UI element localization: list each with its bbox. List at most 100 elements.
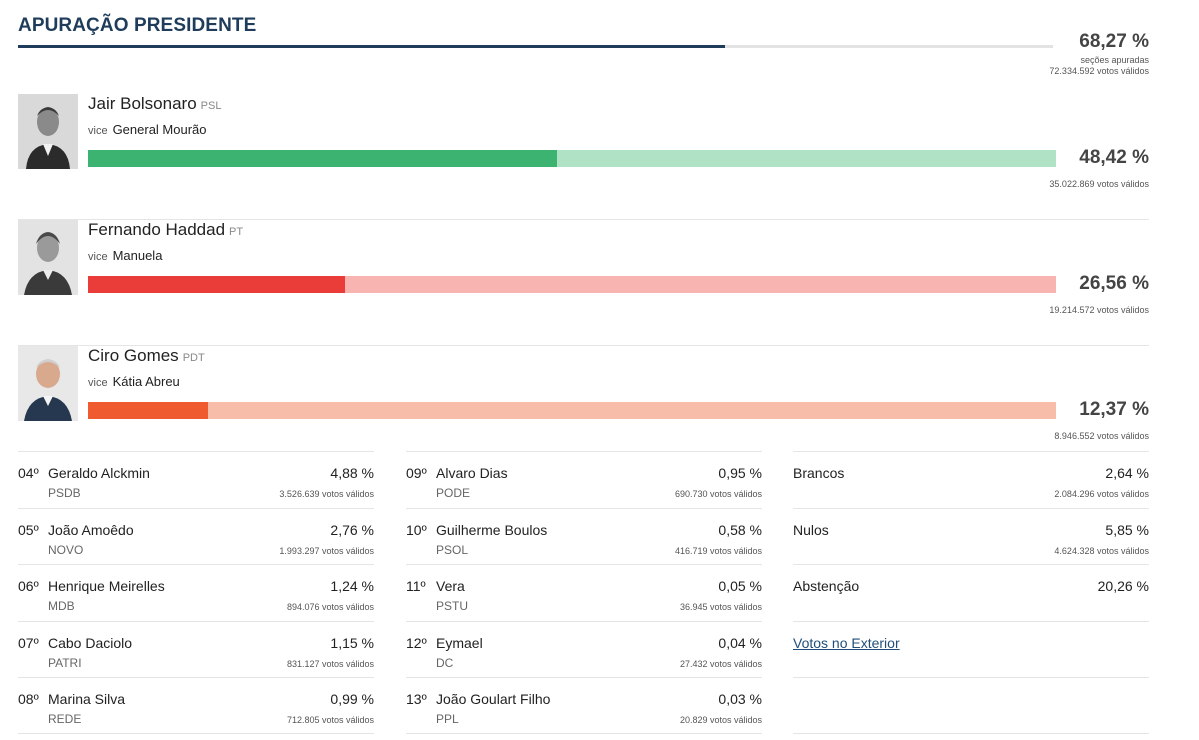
sections-pct: 68,27 % (1079, 31, 1149, 52)
candidate-name: Marina Silva (48, 691, 126, 707)
list-item: 13º João Goulart Filho PPL 0,03 % 20.829… (406, 677, 762, 734)
candidate-photo (18, 346, 78, 421)
candidate-votes: 8.946.552 votos válidos (1054, 431, 1149, 441)
list-item: Nulos 5,85 % 4.624.328 votos válidos (793, 507, 1149, 565)
candidate-card: Jair Bolsonaro PSL vice General Mourão 48,… (18, 94, 1149, 220)
candidate-party: PODE (436, 486, 471, 500)
progress-track (18, 45, 1053, 48)
abstention-pct: 20,26 % (1097, 578, 1149, 594)
candidate-name: Ciro Gomes PDT (88, 346, 205, 365)
rank: 06º (18, 578, 39, 594)
vote-bar-fill (88, 402, 208, 419)
candidate-pct: 0,58 % (718, 521, 762, 538)
progress-fill (18, 45, 725, 48)
null-votes-pct: 5,85 % (1105, 521, 1149, 538)
candidate-name: Jair Bolsonaro PSL (88, 94, 222, 113)
candidate-pct: 4,88 % (330, 465, 374, 481)
candidate-name: João Goulart Filho (436, 691, 551, 707)
candidate-name: Cabo Daciolo (48, 634, 133, 651)
candidate-pct: 26,56 % (1079, 273, 1149, 294)
candidate-votes: 690.730 votos válidos (674, 489, 762, 499)
null-votes-label: Nulos (793, 521, 829, 538)
list-item: 10º Guilherme Boulos PSOL 0,58 % 416.719… (406, 507, 762, 565)
vote-bar (88, 276, 1056, 293)
candidate-pct: 2,76 % (330, 521, 374, 538)
rank: 13º (406, 691, 427, 707)
sections-label: seções apuradas (1080, 55, 1149, 65)
list-item: 12º Eymael DC 0,04 % 27.432 votos válido… (406, 620, 762, 678)
candidate-party: PSOL (436, 542, 469, 557)
candidate-vice: vice Manuela (88, 248, 163, 263)
candidate-votes: 35.022.869 votos válidos (1049, 179, 1149, 189)
votes-abroad-link[interactable]: Votos no Exterior (793, 634, 900, 651)
candidate-party: DC (436, 655, 454, 670)
candidate-party: PSL (200, 100, 222, 112)
candidate-vice: vice General Mourão (88, 122, 207, 137)
candidate-name: Eymael (436, 634, 483, 651)
list-item: 07º Cabo Daciolo PATRI 1,15 % 831.127 vo… (18, 620, 374, 678)
candidate-votes: 1.993.297 votos válidos (279, 545, 374, 556)
list-item: 06º Henrique Meirelles MDB 1,24 % 894.07… (18, 564, 374, 621)
candidate-name: Guilherme Boulos (436, 521, 548, 538)
candidate-pct: 0,95 % (718, 465, 762, 481)
candidate-votes: 19.214.572 votos válidos (1049, 305, 1149, 315)
vote-bar-fill (88, 276, 346, 293)
others-column-1: 04º Geraldo Alckmin PSDB 4,88 % 3.526.63… (18, 451, 374, 734)
candidate-pct: 0,05 % (718, 578, 762, 594)
list-item: 11º Vera PSTU 0,05 % 36.945 votos válido… (406, 564, 762, 621)
candidate-party: REDE (48, 712, 82, 726)
others-column-3: Brancos 2,64 % 2.084.296 votos válidos N… (793, 451, 1149, 734)
blank-votes-pct: 2,64 % (1105, 465, 1149, 481)
rank: 11º (406, 578, 426, 594)
candidate-pct: 12,37 % (1079, 399, 1149, 420)
list-item: 05º João Amoêdo NOVO 2,76 % 1.993.297 vo… (18, 507, 374, 565)
blank-votes-count: 2.084.296 votos válidos (1054, 489, 1149, 499)
rank: 12º (406, 634, 427, 651)
candidate-photo (18, 94, 78, 169)
candidate-pct: 1,24 % (330, 578, 374, 594)
rank: 05º (18, 521, 39, 538)
candidate-party: PSDB (48, 486, 81, 500)
list-item: 08º Marina Silva REDE 0,99 % 712.805 vot… (18, 677, 374, 734)
candidate-card: Ciro Gomes PDT vice Kátia Abreu 12,37 % 8.… (18, 346, 1149, 472)
list-item: Brancos 2,64 % 2.084.296 votos válidos (793, 451, 1149, 508)
candidate-name: Vera (436, 578, 465, 594)
total-valid-votes: 72.334.592 votos válidos (1049, 66, 1149, 76)
candidate-vice: vice Kátia Abreu (88, 374, 180, 389)
candidate-photo (18, 220, 78, 295)
candidate-card: Fernando Haddad PT vice Manuela 26,56 % 19… (18, 220, 1149, 346)
abstention-label: Abstenção (793, 578, 860, 594)
summary: 68,27 % seções apuradas 72.334.592 votos… (1049, 31, 1149, 76)
candidate-name: Alvaro Dias (436, 465, 508, 481)
candidate-party: PSTU (436, 599, 469, 613)
rank: 07º (18, 634, 39, 651)
candidate-name: Geraldo Alckmin (48, 465, 150, 481)
candidate-votes: 894.076 votos válidos (286, 602, 374, 612)
candidate-pct: 0,04 % (718, 634, 762, 651)
rank: 10º (406, 521, 427, 538)
candidate-name: Fernando Haddad PT (88, 220, 244, 239)
candidate-pct: 48,42 % (1079, 147, 1149, 168)
candidate-party: PDT (182, 352, 205, 364)
list-item: 04º Geraldo Alckmin PSDB 4,88 % 3.526.63… (18, 451, 374, 508)
list-item: 09º Alvaro Dias PODE 0,95 % 690.730 voto… (406, 451, 762, 508)
candidate-votes: 712.805 votos válidos (286, 715, 374, 725)
page-title: APURAÇÃO PRESIDENTE (18, 15, 257, 36)
candidate-party: PT (229, 226, 244, 238)
vote-bar (88, 150, 1056, 167)
rank: 04º (18, 465, 39, 481)
candidate-votes: 20.829 votos válidos (679, 715, 762, 725)
vote-bar-fill (88, 150, 557, 167)
candidate-votes: 27.432 votos válidos (679, 658, 762, 669)
candidate-party: PATRI (48, 655, 82, 670)
candidate-party: PPL (436, 712, 459, 726)
candidate-name: Henrique Meirelles (48, 578, 165, 594)
null-votes-count: 4.624.328 votos válidos (1054, 545, 1149, 556)
candidate-party: MDB (48, 599, 75, 613)
candidate-votes: 3.526.639 votos válidos (279, 489, 374, 499)
list-item: Votos no Exterior (793, 620, 1149, 678)
blank-votes-label: Brancos (793, 465, 845, 481)
rank: 08º (18, 691, 39, 707)
vote-bar (88, 402, 1056, 419)
candidate-pct: 1,15 % (330, 634, 374, 651)
